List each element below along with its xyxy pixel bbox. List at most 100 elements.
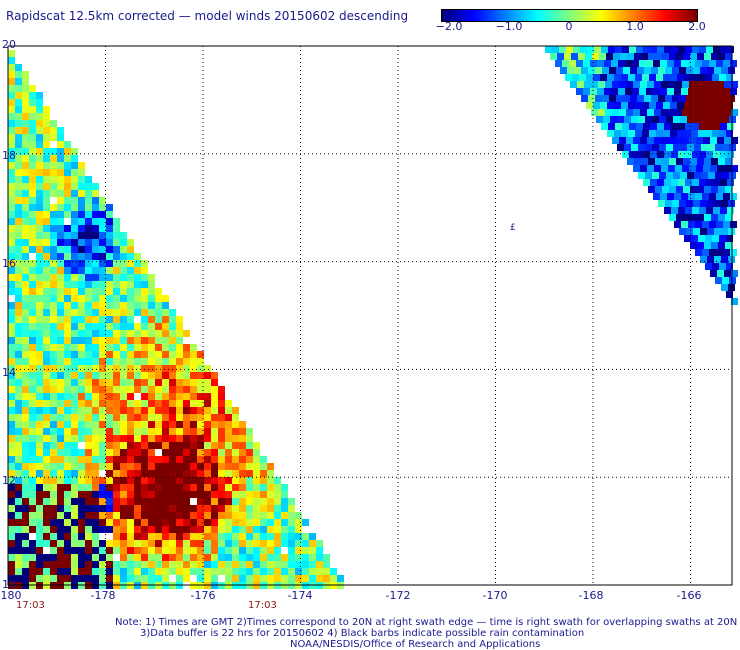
wind-pixel <box>169 512 176 519</box>
wind-pixel <box>141 344 148 351</box>
wind-pixel <box>609 95 616 102</box>
wind-pixel <box>663 74 670 81</box>
wind-pixel <box>64 260 71 267</box>
wind-pixel <box>600 102 607 109</box>
wind-pixel <box>64 491 71 498</box>
wind-pixel <box>698 235 705 242</box>
wind-pixel <box>99 456 106 463</box>
wind-pixel <box>239 491 246 498</box>
wind-pixel <box>50 526 57 533</box>
wind-pixel <box>155 442 162 449</box>
wind-pixel <box>183 533 190 540</box>
wind-pixel <box>218 428 225 435</box>
wind-pixel <box>141 274 148 281</box>
wind-pixel <box>169 323 176 330</box>
wind-pixel <box>57 428 64 435</box>
wind-pixel <box>99 393 106 400</box>
wind-pixel <box>92 470 99 477</box>
wind-pixel <box>649 102 656 109</box>
wind-pixel <box>15 197 22 204</box>
wind-pixel <box>92 393 99 400</box>
wind-pixel <box>78 232 85 239</box>
wind-pixel <box>57 274 64 281</box>
wind-pixel <box>302 547 309 554</box>
wind-pixel <box>50 344 57 351</box>
wind-pixel <box>64 197 71 204</box>
wind-pixel <box>648 53 655 60</box>
wind-pixel <box>694 172 701 179</box>
map-title: Rapidscat 12.5km corrected — model winds… <box>6 9 409 23</box>
wind-pixel <box>718 186 725 193</box>
wind-pixel <box>106 547 113 554</box>
wind-pixel <box>64 162 71 169</box>
wind-pixel <box>162 358 169 365</box>
wind-pixel <box>15 519 22 526</box>
wind-pixel <box>632 60 639 67</box>
wind-pixel <box>155 428 162 435</box>
wind-pixel <box>211 407 218 414</box>
wind-pixel <box>43 232 50 239</box>
wind-pixel <box>92 365 99 372</box>
wind-pixel <box>36 554 43 561</box>
wind-pixel <box>141 561 148 568</box>
wind-pixel <box>197 463 204 470</box>
wind-pixel <box>99 295 106 302</box>
wind-pixel <box>169 519 176 526</box>
wind-pixel <box>36 204 43 211</box>
wind-pixel <box>64 211 71 218</box>
wind-pixel <box>197 561 204 568</box>
wind-pixel <box>148 330 155 337</box>
wind-pixel <box>162 442 169 449</box>
wind-pixel <box>43 365 50 372</box>
wind-pixel <box>204 568 211 575</box>
wind-pixel <box>141 568 148 575</box>
wind-pixel <box>134 358 141 365</box>
wind-pixel <box>71 456 78 463</box>
wind-pixel <box>660 60 667 67</box>
wind-pixel <box>106 414 113 421</box>
wind-pixel <box>64 470 71 477</box>
wind-pixel <box>628 74 635 81</box>
wind-pixel <box>218 575 225 582</box>
wind-pixel <box>29 267 36 274</box>
wind-pixel <box>183 414 190 421</box>
wind-pixel <box>723 221 730 228</box>
wind-pixel <box>141 295 148 302</box>
wind-pixel <box>78 526 85 533</box>
wind-pixel <box>71 169 78 176</box>
wind-pixel <box>29 421 36 428</box>
wind-pixel <box>232 554 239 561</box>
wind-pixel <box>15 225 22 232</box>
wind-pixel <box>134 295 141 302</box>
wind-pixel <box>85 267 92 274</box>
wind-pixel <box>274 540 281 547</box>
wind-pixel <box>576 60 583 67</box>
wind-pixel <box>204 470 211 477</box>
wind-pixel <box>559 46 566 53</box>
wind-pixel <box>71 407 78 414</box>
wind-pixel <box>99 372 106 379</box>
wind-pixel <box>64 169 71 176</box>
wind-pixel <box>267 477 274 484</box>
wind-pixel <box>232 477 239 484</box>
wind-pixel <box>78 484 85 491</box>
wind-pixel <box>281 568 288 575</box>
wind-pixel <box>717 81 724 88</box>
wind-pixel <box>29 302 36 309</box>
wind-pixel <box>190 477 197 484</box>
wind-pixel <box>647 165 654 172</box>
wind-pixel <box>650 179 657 186</box>
wind-pixel <box>190 414 197 421</box>
wind-pixel <box>71 197 78 204</box>
wind-pixel <box>686 200 693 207</box>
wind-pixel <box>635 102 642 109</box>
wind-pixel <box>92 253 99 260</box>
wind-pixel <box>134 428 141 435</box>
wind-pixel <box>15 484 22 491</box>
wind-pixel <box>134 253 141 260</box>
wind-pixel <box>162 526 169 533</box>
wind-pixel <box>677 130 684 137</box>
wind-pixel <box>702 249 709 256</box>
wind-pixel <box>134 393 141 400</box>
wind-pixel <box>623 67 630 74</box>
